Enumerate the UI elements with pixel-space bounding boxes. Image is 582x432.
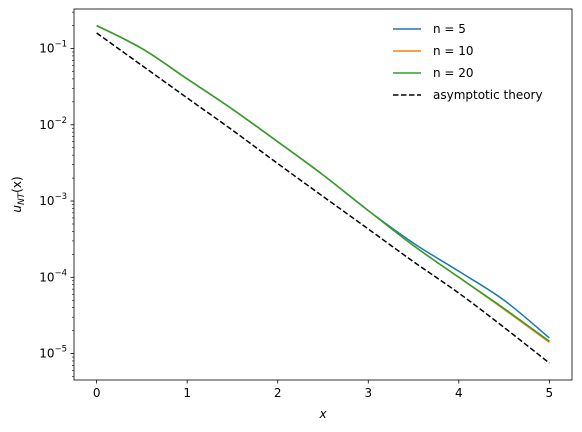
- x-tick-label: 1: [183, 386, 191, 400]
- y-axis-label-main: u: [10, 205, 24, 213]
- x-axis: 0 1 2 3 4 5: [93, 380, 553, 400]
- x-tick-label: 0: [93, 386, 101, 400]
- legend-label: n = 5: [433, 22, 466, 36]
- y-tick-label: 10−3: [39, 192, 67, 208]
- y-tick-label: 10−2: [39, 116, 67, 132]
- x-axis-label: x: [318, 407, 327, 421]
- x-tick-label: 3: [364, 386, 372, 400]
- legend-label: asymptotic theory: [433, 88, 543, 102]
- y-axis-label-tail: (x): [10, 176, 24, 192]
- plot-lines: [96, 24, 550, 364]
- y-axis-label-subscript: NT: [17, 191, 27, 205]
- y-axis: 10−5 10−4 10−3 10−2 10−1: [39, 11, 74, 377]
- legend: n = 5 n = 10 n = 20 asymptotic theory: [393, 22, 543, 102]
- x-tick-label: 4: [455, 386, 463, 400]
- x-tick-label: 2: [274, 386, 282, 400]
- legend-label: n = 10: [433, 44, 474, 58]
- y-tick-label: 10−4: [39, 268, 67, 284]
- y-tick-label: 10−1: [39, 40, 67, 56]
- y-axis-label: uNT(x): [10, 176, 27, 212]
- y-tick-label: 10−5: [39, 345, 67, 361]
- legend-label: n = 20: [433, 66, 474, 80]
- plot-frame: [73, 8, 573, 381]
- x-tick-label: 5: [546, 386, 554, 400]
- series-line-3: [96, 24, 550, 342]
